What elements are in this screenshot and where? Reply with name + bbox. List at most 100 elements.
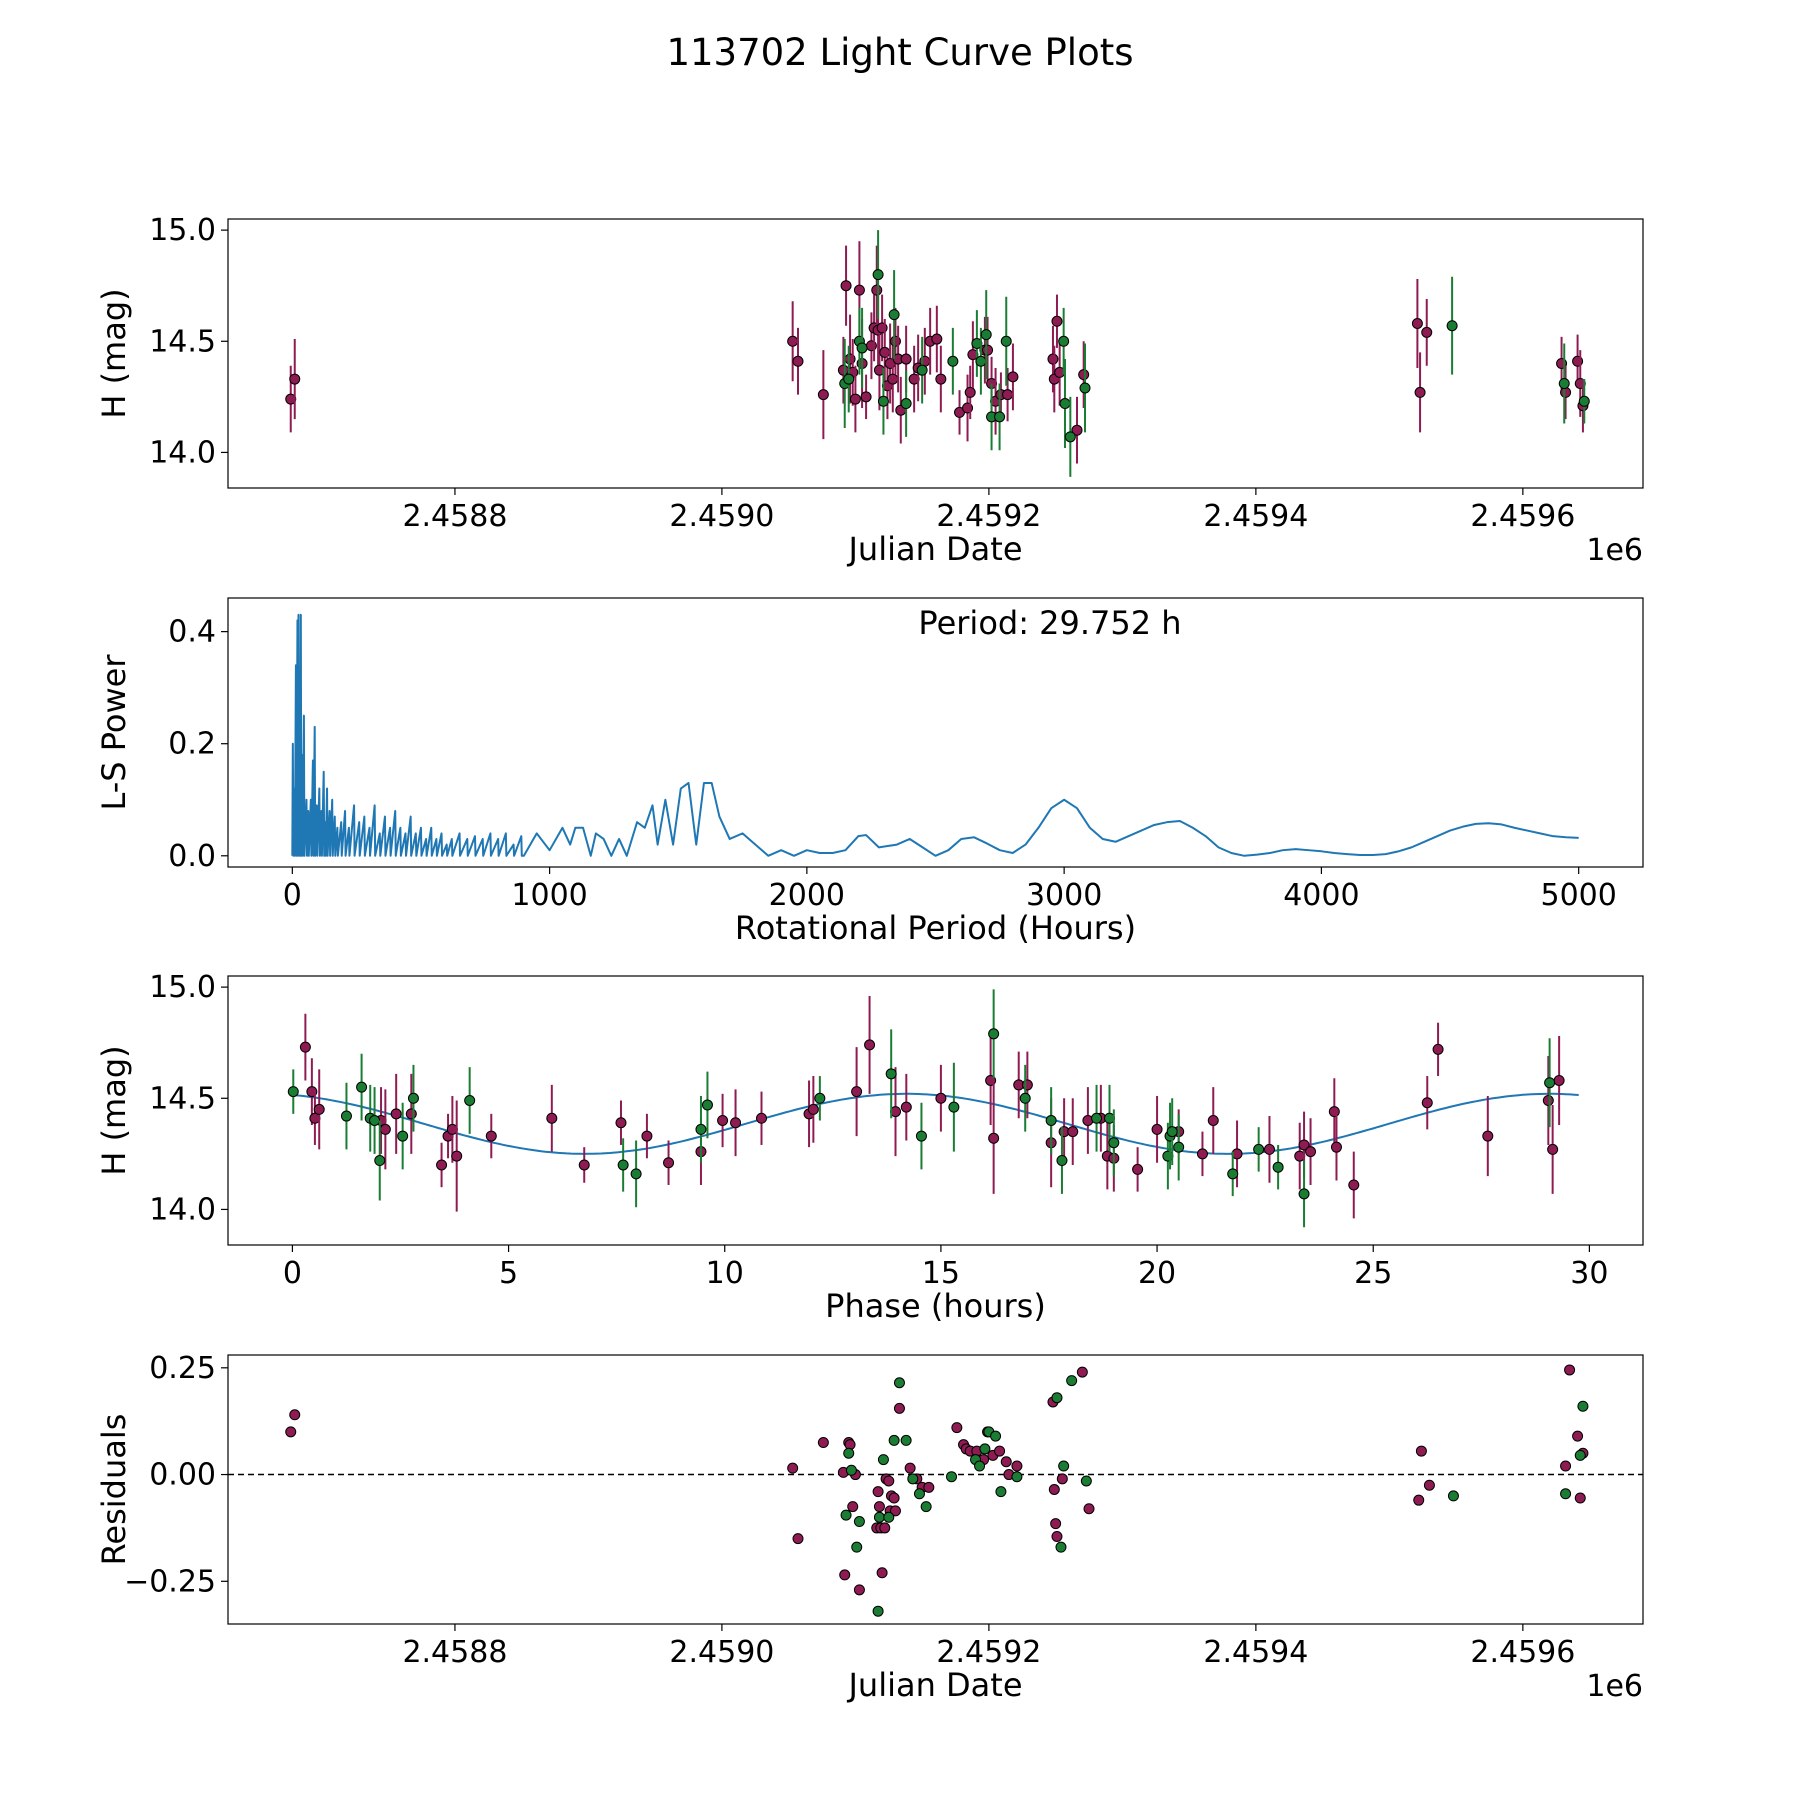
phase-point [730,1117,742,1129]
phase-point [1298,1188,1310,1200]
residuals-point [951,1422,963,1434]
panels: 2.4588 2.4590 2.4592 2.4594 2.4596 14.0 14.5 15… [95,213,1644,1704]
residuals-point [1051,1530,1063,1542]
phase-point [641,1130,653,1142]
phase-point [851,1086,863,1098]
lightcurve-point [1079,382,1091,394]
lightcurve-point [900,398,912,410]
lightcurve-xtick-label: 2.4590 [669,499,774,534]
phase-point [1207,1115,1219,1127]
phase-point [1421,1097,1433,1109]
phase-ytick-label: 14.0 [149,1192,216,1227]
periodogram-frame [227,597,1644,868]
lightcurve-point [1051,315,1063,327]
panel-periodogram: 0 1000 2000 3000 4000 5000 0.0 0.2 0.4 Rotational… [95,597,1644,947]
residuals-point [1076,1366,1088,1378]
phase-point [948,1101,960,1113]
phase-series_a [299,996,1565,1219]
residuals-point [1055,1541,1067,1553]
phase-point [814,1092,826,1104]
residuals-series_b [840,1375,1589,1617]
lightcurve-series_b [839,230,1590,477]
phase-point [1348,1179,1360,1191]
phase-ylabel: H (mag) [95,1045,133,1175]
phase-point [1263,1143,1275,1155]
lightcurve-ytick-label: 14.5 [149,324,216,359]
phase-point [885,1068,897,1080]
figure-title: 113702 Light Curve Plots [666,31,1133,74]
fit-curve [292,1092,1579,1155]
lightcurve-point [849,393,861,405]
lightcurve-point [916,364,928,376]
panel-phase: 0 5 10 15 20 25 30 14.0 14.5 15.0 Phase (hours) H (… [95,970,1644,1325]
phase-point [369,1115,381,1127]
phase-point [1108,1137,1120,1149]
residuals-point [1413,1494,1425,1506]
residuals-point [888,1492,900,1504]
lightcurve-point [888,309,900,321]
residuals-point [851,1541,863,1553]
periodogram-xtick-label: 4000 [1283,878,1359,913]
phase-xlabel: Phase (hours) [825,1287,1046,1325]
lightcurve-point [1059,398,1071,410]
residuals-point [1577,1400,1589,1412]
lightcurve-offset-label: 1e6 [1586,533,1643,568]
phase-point [1019,1092,1031,1104]
residuals-point [900,1434,912,1446]
phase-point [663,1157,675,1169]
phase-point [1553,1074,1565,1086]
phase-point [1173,1141,1185,1153]
residuals-point [843,1447,855,1459]
lightcurve-point [837,364,849,376]
phase-series_b [287,989,1556,1228]
residuals-point [1572,1430,1584,1442]
residuals-point [792,1533,804,1545]
residuals-point [787,1462,799,1474]
lightcurve-series_a [285,241,1589,464]
phase-point [405,1108,417,1120]
lightcurve-point [964,386,976,398]
residuals-xtick-label: 2.4588 [402,1635,507,1670]
lightcurve-ytick-label: 14.0 [149,435,216,470]
phase-point [1305,1146,1317,1158]
lightcurve-xtick-label: 2.4594 [1203,499,1308,534]
phase-point [900,1101,912,1113]
phase-point [1166,1126,1178,1138]
residuals-xtick-label: 2.4592 [936,1635,1041,1670]
residuals-point [946,1471,958,1483]
phase-point [1151,1123,1163,1135]
phase-point [1547,1143,1559,1155]
residuals-xtick-label: 2.4594 [1203,1635,1308,1670]
residuals-point [1058,1460,1070,1472]
phase-point [755,1112,767,1124]
residuals-point [888,1434,900,1446]
phase-xtick-label: 30 [1570,1256,1608,1291]
lightcurve-point [947,355,959,367]
lightcurve-xtick-label: 2.4588 [402,499,507,534]
lightcurve-point [289,373,301,385]
lightcurve-ytick-label: 15.0 [149,213,216,248]
periodogram-xtick-label: 2000 [769,878,845,913]
lightcurve-xtick-label: 2.4592 [936,499,1041,534]
phase-xtick-label: 0 [283,1256,302,1291]
phase-point [464,1094,476,1106]
panel-lightcurve: 2.4588 2.4590 2.4592 2.4594 2.4596 14.0 14.5 15… [95,213,1644,568]
lightcurve-point [1421,326,1433,338]
lightcurve-point [1002,389,1014,401]
residuals-point [1447,1490,1459,1502]
phase-point [1544,1077,1556,1089]
lightcurve-point [1007,371,1019,383]
residuals-point [1011,1471,1023,1483]
phase-point [1330,1141,1342,1153]
lightcurve-point [887,373,899,385]
phase-point [695,1123,707,1135]
lightcurve-point [935,373,947,385]
lightcurve-point [860,391,872,403]
residuals-point [873,1501,885,1513]
lightcurve-ylabel: H (mag) [95,288,133,418]
phase-point [617,1159,629,1171]
residuals-point [1560,1488,1572,1500]
residuals-point [289,1409,301,1421]
phase-point [1091,1112,1103,1124]
phase-point [299,1041,311,1053]
